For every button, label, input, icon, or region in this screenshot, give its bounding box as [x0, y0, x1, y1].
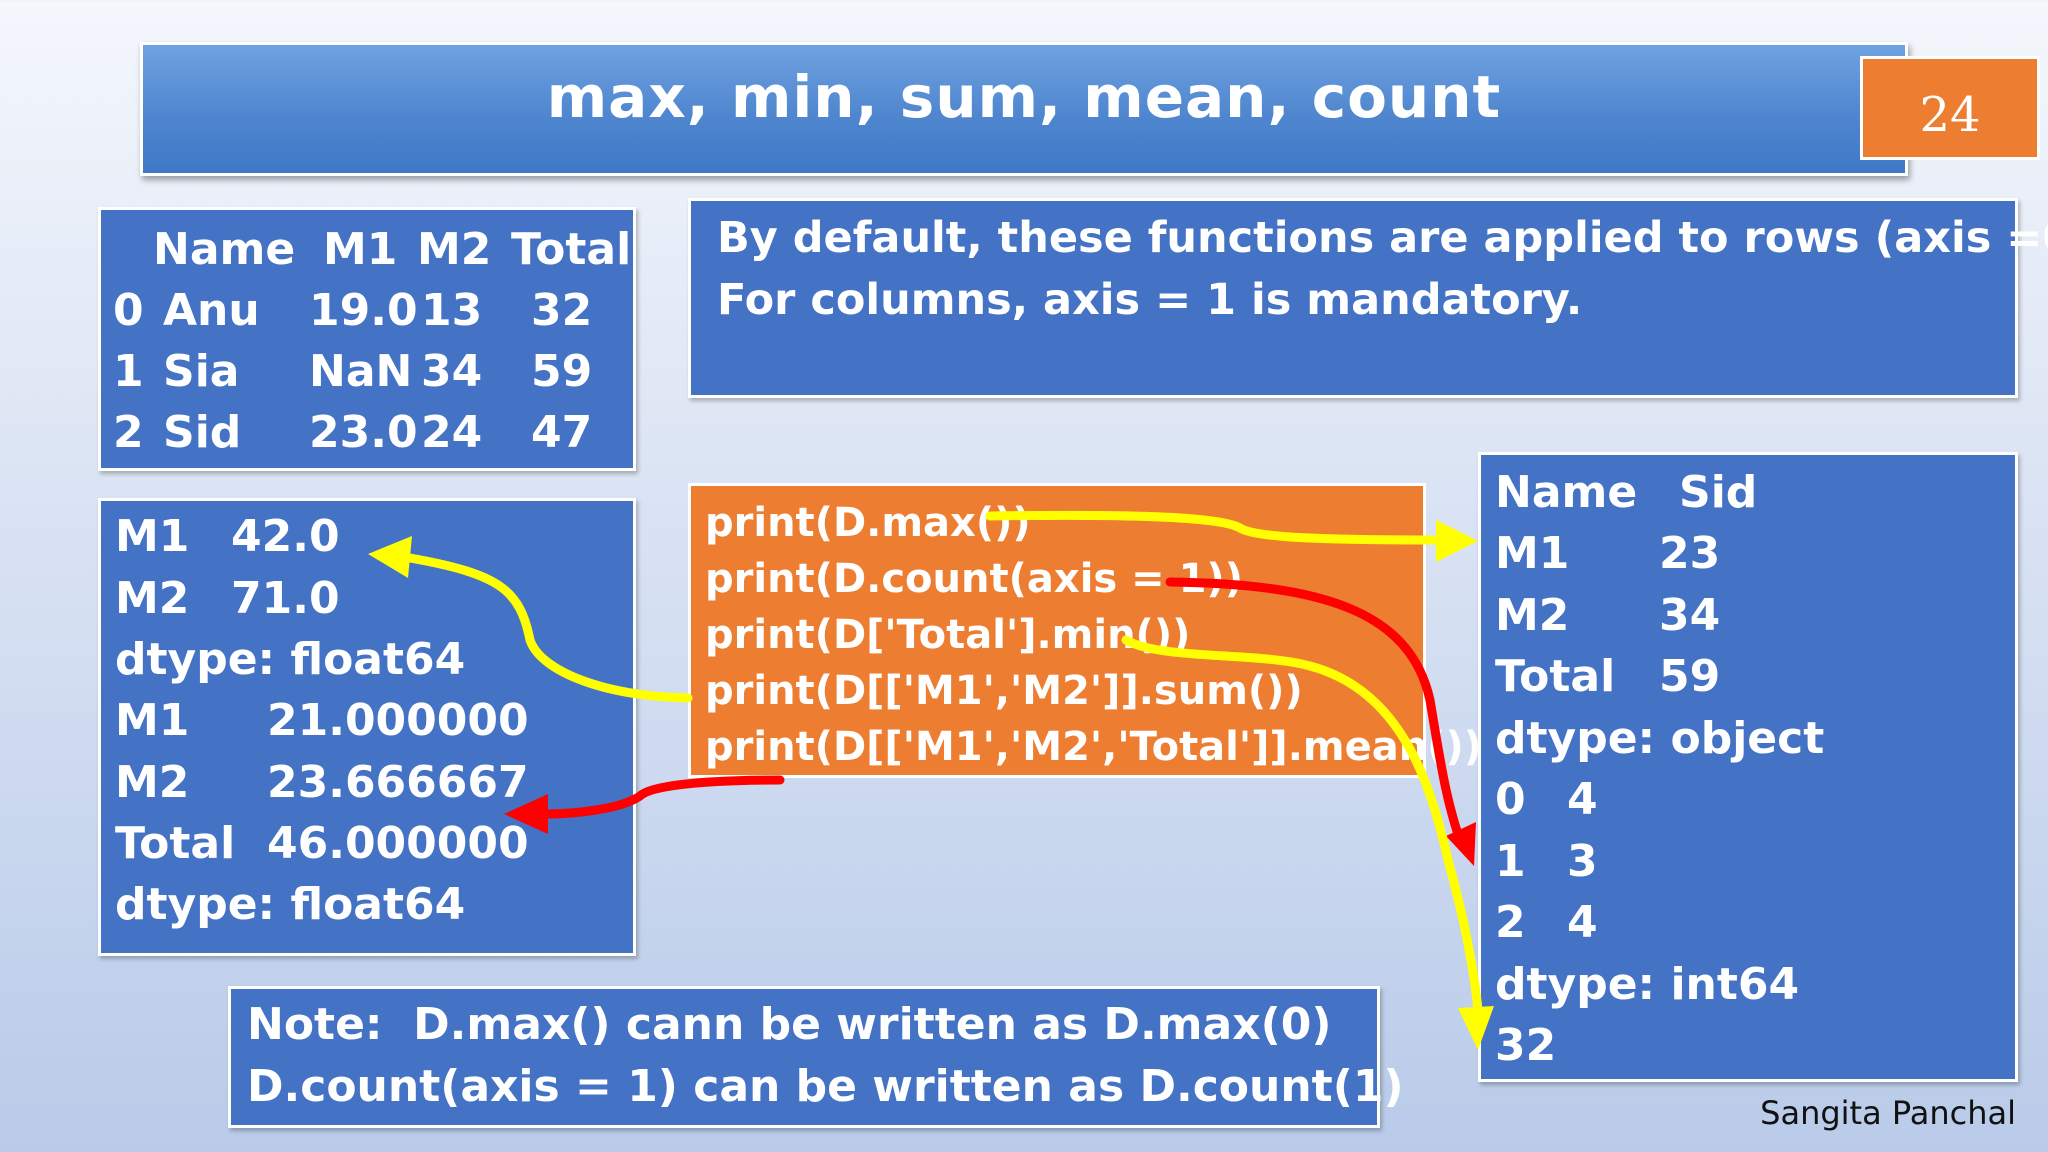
table-cell: Sid: [163, 407, 242, 458]
output-value: 34: [1659, 590, 1721, 641]
table-cell: Anu: [163, 285, 260, 336]
page-number-badge: 24: [1860, 56, 2040, 160]
page-number: 24: [1919, 87, 1981, 143]
output-label: dtype: float64: [115, 634, 466, 685]
table-cell: 19.0: [309, 285, 418, 336]
output-value: 46.000000: [267, 818, 529, 869]
table-header: Name: [153, 224, 296, 275]
table-cell: 34: [421, 346, 483, 397]
code-line: print(D[['M1','M2','Total']].mean()): [705, 724, 1483, 770]
output-label: Total: [1495, 651, 1616, 702]
output-label: dtype: float64: [115, 879, 466, 930]
code-line: print(D.max()): [705, 500, 1031, 546]
output-label: M1: [115, 695, 190, 746]
title-bar: max, min, sum, mean, count: [140, 42, 1908, 176]
arrow-head: [1436, 520, 1478, 562]
output-label: dtype: int64: [1495, 959, 1800, 1010]
output-label: M2: [1495, 590, 1570, 641]
output-label: 2: [1495, 897, 1526, 948]
output-label: M1: [1495, 528, 1570, 579]
info-line: By default, these functions are applied …: [717, 213, 2048, 263]
output-label: M2: [115, 573, 190, 624]
output-value: 21.000000: [267, 695, 529, 746]
table-cell: NaN: [309, 346, 413, 397]
slide-title: max, min, sum, mean, count: [546, 63, 1502, 131]
note-line: Note: D.max() cann be written as D.max(0…: [247, 999, 1332, 1050]
info-box: By default, these functions are applied …: [688, 198, 2048, 398]
code-box: print(D.max()) print(D.count(axis = 1)) …: [688, 483, 1482, 778]
output-label: 32: [1495, 1020, 1557, 1071]
output-value: 23.666667: [267, 757, 529, 808]
table-cell: 13: [421, 285, 483, 336]
table-cell: 2: [113, 407, 144, 458]
author-credit: Sangita Panchal: [1760, 1094, 2016, 1132]
output-value: Sid: [1679, 467, 1758, 518]
table-cell: 23.0: [309, 407, 418, 458]
right-output-box: Name Sid M1 23 M2 34 Total 59 dtype: obj…: [1478, 452, 2018, 1082]
table-header: Total: [511, 224, 632, 275]
output-label: 0: [1495, 774, 1526, 825]
info-line: For columns, axis = 1 is mandatory.: [717, 275, 1583, 325]
output-label: M2: [115, 757, 190, 808]
note-box: Note: D.max() cann be written as D.max(0…: [228, 986, 1404, 1128]
note-line: D.count(axis = 1) can be written as D.co…: [247, 1061, 1404, 1112]
left-output-box: M1 42.0 M2 71.0 dtype: float64 M1 21.000…: [98, 498, 636, 956]
output-label: dtype: object: [1495, 713, 1825, 764]
table-cell: 24: [421, 407, 483, 458]
table-cell: 1: [113, 346, 144, 397]
code-line: print(D['Total'].min()): [705, 612, 1191, 658]
output-value: 42.0: [231, 511, 340, 562]
dataframe-table: Name M1 M2 Total 0 Anu 19.0 13 32 1 Sia …: [98, 207, 636, 471]
table-header: M1: [323, 224, 398, 275]
table-header: M2: [417, 224, 492, 275]
output-value: 71.0: [231, 573, 340, 624]
output-label: M1: [115, 511, 190, 562]
table-cell: 47: [531, 407, 593, 458]
table-cell: 59: [531, 346, 593, 397]
code-line: print(D[['M1','M2']].sum()): [705, 668, 1303, 714]
output-label: Total: [115, 818, 236, 869]
output-value: 59: [1659, 651, 1721, 702]
table-cell: Sia: [163, 346, 240, 397]
table-cell: 0: [113, 285, 144, 336]
output-value: 23: [1659, 528, 1721, 579]
arrow-head: [1446, 822, 1476, 866]
output-value: 4: [1567, 774, 1598, 825]
output-value: 3: [1567, 836, 1598, 887]
output-label: 1: [1495, 836, 1526, 887]
table-cell: 32: [531, 285, 593, 336]
output-value: 4: [1567, 897, 1598, 948]
code-line: print(D.count(axis = 1)): [705, 556, 1243, 602]
output-label: Name: [1495, 467, 1638, 518]
